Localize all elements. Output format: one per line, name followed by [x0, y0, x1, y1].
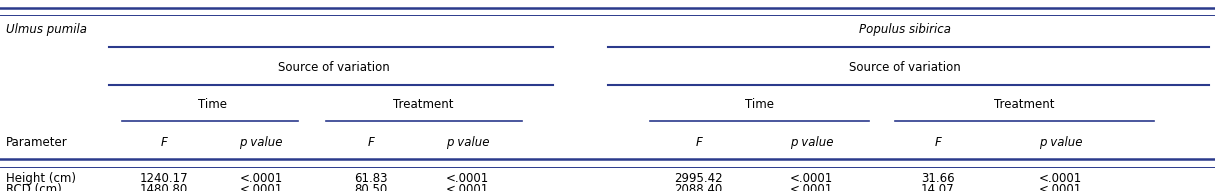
Text: Populus sibirica: Populus sibirica: [859, 23, 951, 36]
Text: <.0001: <.0001: [446, 172, 490, 185]
Text: 2088.40: 2088.40: [674, 183, 723, 191]
Text: p value: p value: [446, 136, 490, 149]
Text: F: F: [695, 136, 702, 149]
Text: p value: p value: [239, 136, 283, 149]
Text: Time: Time: [198, 98, 227, 111]
Text: <.0001: <.0001: [446, 183, 490, 191]
Text: 1240.17: 1240.17: [140, 172, 188, 185]
Text: 1480.80: 1480.80: [140, 183, 188, 191]
Text: <.0001: <.0001: [239, 172, 283, 185]
Text: 31.66: 31.66: [921, 172, 955, 185]
Text: F: F: [934, 136, 942, 149]
Text: Parameter: Parameter: [6, 136, 68, 149]
Text: Ulmus pumila: Ulmus pumila: [6, 23, 87, 36]
Text: 2995.42: 2995.42: [674, 172, 723, 185]
Text: Source of variation: Source of variation: [849, 61, 961, 74]
Text: Height (cm): Height (cm): [6, 172, 77, 185]
Text: Source of variation: Source of variation: [278, 61, 390, 74]
Text: RCD (cm): RCD (cm): [6, 183, 62, 191]
Text: p value: p value: [1039, 136, 1083, 149]
Text: <.0001: <.0001: [239, 183, 283, 191]
Text: Treatment: Treatment: [994, 98, 1055, 111]
Text: p value: p value: [790, 136, 833, 149]
Text: <.0001: <.0001: [790, 172, 833, 185]
Text: F: F: [367, 136, 374, 149]
Text: 61.83: 61.83: [354, 172, 388, 185]
Text: <.0001: <.0001: [790, 183, 833, 191]
Text: 14.07: 14.07: [921, 183, 955, 191]
Text: Time: Time: [745, 98, 774, 111]
Text: F: F: [160, 136, 168, 149]
Text: <.0001: <.0001: [1039, 183, 1083, 191]
Text: 80.50: 80.50: [354, 183, 388, 191]
Text: <.0001: <.0001: [1039, 172, 1083, 185]
Text: Treatment: Treatment: [392, 98, 453, 111]
